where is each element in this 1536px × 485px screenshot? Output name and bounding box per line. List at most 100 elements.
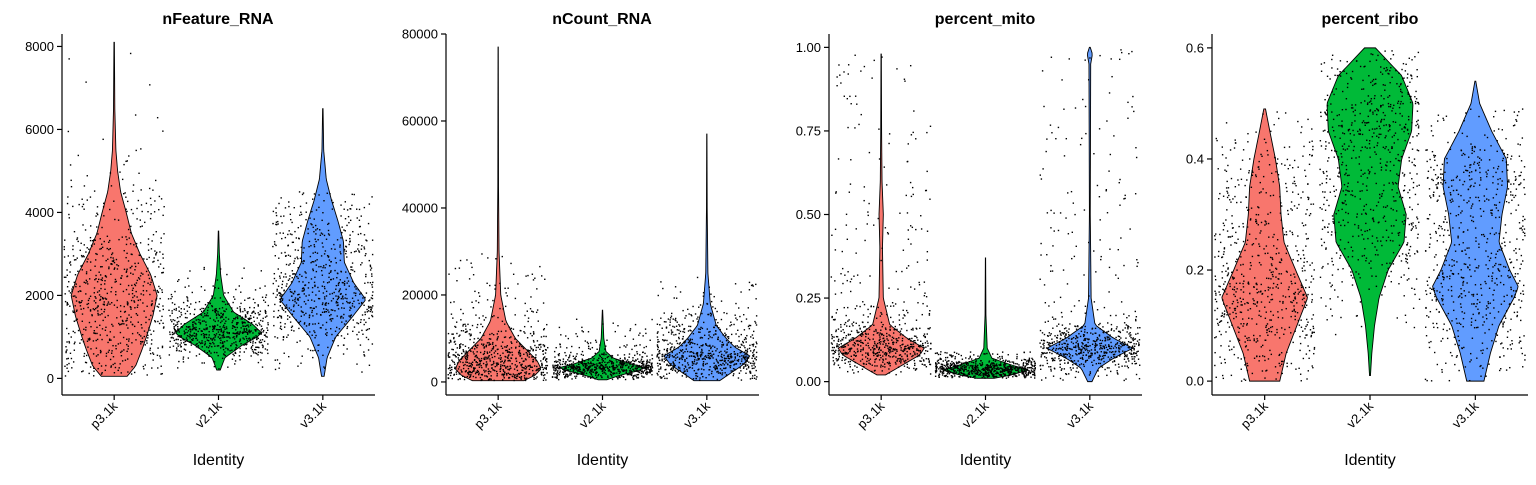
data-point: [358, 332, 359, 333]
data-point: [637, 368, 638, 369]
data-point: [134, 284, 135, 285]
data-point: [468, 368, 469, 369]
data-point: [290, 233, 291, 234]
data-point: [352, 269, 353, 270]
data-point: [111, 254, 112, 255]
data-point: [126, 269, 127, 270]
data-point: [455, 327, 456, 328]
data-point: [274, 243, 275, 244]
data-point: [298, 322, 299, 323]
data-point: [678, 338, 679, 339]
data-point: [114, 219, 115, 220]
data-point: [479, 360, 480, 361]
data-point: [479, 296, 480, 297]
data-point: [274, 304, 275, 305]
data-point: [324, 311, 325, 312]
data-point: [695, 373, 696, 374]
data-point: [315, 241, 316, 242]
data-point: [183, 361, 184, 362]
data-point: [904, 365, 905, 366]
data-point: [629, 362, 630, 363]
data-point: [98, 314, 99, 315]
data-point: [492, 348, 493, 349]
data-point: [846, 343, 847, 344]
data-point: [890, 306, 891, 307]
data-point: [354, 306, 355, 307]
data-point: [261, 326, 262, 327]
data-point: [294, 231, 295, 232]
data-point: [473, 274, 474, 275]
data-point: [696, 362, 697, 363]
data-point: [683, 336, 684, 337]
data-point: [78, 155, 79, 156]
data-point: [113, 201, 114, 202]
data-point: [73, 331, 74, 332]
data-point: [281, 272, 282, 273]
data-point: [469, 333, 470, 334]
data-point: [215, 312, 216, 313]
data-point: [331, 309, 332, 310]
data-point: [888, 334, 889, 335]
data-point: [900, 349, 901, 350]
data-point: [326, 332, 327, 333]
data-point: [96, 327, 97, 328]
data-point: [745, 338, 746, 339]
data-point: [657, 349, 658, 350]
data-point: [101, 373, 102, 374]
data-point: [95, 321, 96, 322]
data-point: [702, 328, 703, 329]
data-point: [331, 200, 332, 201]
data-point: [636, 376, 637, 377]
data-point: [684, 351, 685, 352]
data-point: [134, 269, 135, 270]
data-point: [361, 293, 362, 294]
data-point: [902, 317, 903, 318]
data-point: [240, 340, 241, 341]
data-point: [586, 368, 587, 369]
data-point: [135, 291, 136, 292]
x-tick-label: p3.1k: [471, 398, 504, 431]
data-point: [340, 215, 341, 216]
data-point: [568, 338, 569, 339]
data-point: [126, 324, 127, 325]
data-point: [660, 318, 661, 319]
data-point: [185, 329, 186, 330]
data-point: [698, 331, 699, 332]
data-point: [193, 321, 194, 322]
data-point: [296, 276, 297, 277]
data-point: [203, 337, 204, 338]
data-point: [329, 265, 330, 266]
data-point: [692, 361, 693, 362]
data-point: [689, 367, 690, 368]
data-point: [465, 346, 466, 347]
data-point: [657, 341, 658, 342]
data-point: [569, 364, 570, 365]
data-point: [231, 322, 232, 323]
data-point: [338, 284, 339, 285]
data-point: [675, 370, 676, 371]
data-point: [570, 369, 571, 370]
data-point: [716, 348, 717, 349]
data-point: [616, 365, 617, 366]
data-point: [495, 258, 496, 259]
data-point: [470, 374, 471, 375]
data-point: [912, 347, 913, 348]
data-point: [632, 364, 633, 365]
data-point: [694, 370, 695, 371]
data-point: [749, 328, 750, 329]
data-point: [914, 354, 915, 355]
data-point: [650, 368, 651, 369]
data-point: [72, 286, 73, 287]
data-point: [176, 350, 177, 351]
data-point: [884, 347, 885, 348]
data-point: [648, 368, 649, 369]
data-point: [562, 364, 563, 365]
data-point: [557, 373, 558, 374]
data-point: [300, 363, 301, 364]
data-point: [315, 252, 316, 253]
data-point: [321, 220, 322, 221]
data-point: [637, 365, 638, 366]
data-point: [917, 302, 918, 303]
data-point: [171, 296, 172, 297]
data-point: [737, 345, 738, 346]
